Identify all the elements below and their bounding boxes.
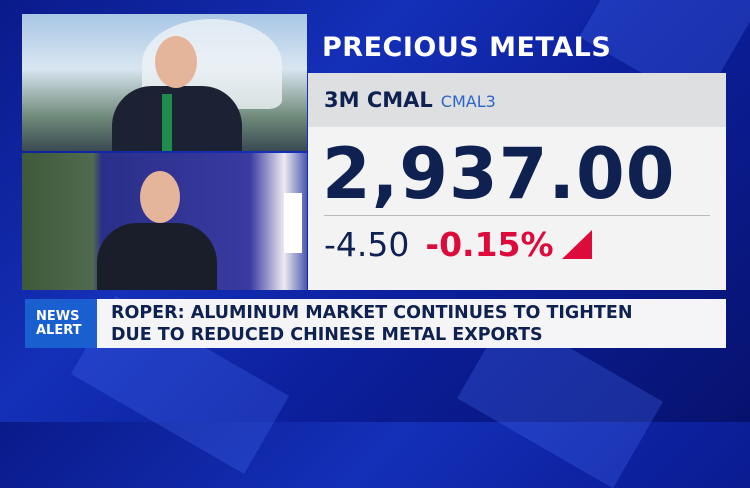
guest-body: [97, 223, 217, 290]
percent-change: -0.15%: [425, 225, 554, 264]
video-feed-bottom: [22, 153, 307, 290]
headline: ROPER: ALUMINUM MARKET CONTINUES TO TIGH…: [97, 299, 726, 348]
headline-line-1: ROPER: ALUMINUM MARKET CONTINUES TO TIGH…: [111, 303, 633, 323]
video-feed-top: [22, 14, 307, 151]
news-alert-bar: NEWS ALERT ROPER: ALUMINUM MARKET CONTIN…: [25, 299, 726, 348]
instrument-name: 3M CMAL: [324, 88, 433, 112]
instrument-code: CMAL3: [440, 92, 496, 111]
headline-line-2: DUE TO REDUCED CHINESE METAL EXPORTS: [111, 325, 543, 345]
anchor-head: [155, 36, 197, 88]
tie: [162, 94, 172, 151]
studio-logo: [284, 193, 302, 253]
anchor-body: [112, 86, 242, 151]
quote-card: 3M CMAL CMAL3 2,937.00 -4.50 -0.15%: [308, 73, 726, 290]
triangle-down-icon: [561, 230, 592, 259]
panel-title: PRECIOUS METALS: [322, 32, 612, 63]
change-row: -4.50 -0.15%: [324, 225, 592, 264]
news-alert-badge: NEWS ALERT: [25, 299, 97, 348]
badge-line-1: NEWS: [36, 308, 80, 324]
guest-head: [140, 171, 180, 223]
quote-header: 3M CMAL CMAL3: [308, 73, 726, 127]
badge-line-2: ALERT: [36, 322, 82, 338]
divider: [324, 215, 710, 216]
price: 2,937.00: [322, 133, 676, 215]
net-change: -4.50: [324, 225, 410, 264]
